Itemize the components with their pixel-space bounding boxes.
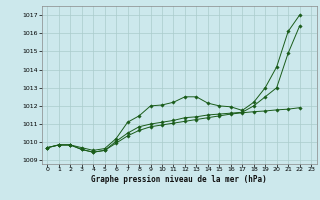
X-axis label: Graphe pression niveau de la mer (hPa): Graphe pression niveau de la mer (hPa) [91, 175, 267, 184]
